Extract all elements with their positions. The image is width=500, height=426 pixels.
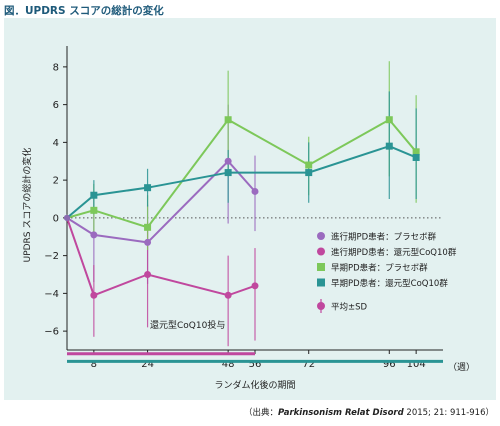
x-tick-label: 104 — [407, 359, 426, 370]
legend-label: 進行期PD患者：プラセボ群 — [331, 232, 437, 243]
x-tick-label: 8 — [91, 359, 97, 370]
data-point — [385, 142, 393, 150]
x-tick-label: 72 — [302, 359, 315, 370]
source-citation: （出典：Parkinsonism Relat Disord 2015; 21: … — [244, 406, 494, 418]
sd-legend-label: 平均±SD — [331, 302, 368, 313]
data-point — [90, 291, 98, 299]
y-tick-label: −6 — [44, 327, 59, 338]
x-axis-unit: （週） — [448, 362, 475, 373]
y-tick-label: 2 — [53, 176, 59, 187]
x-tick-label: 48 — [222, 359, 235, 370]
data-point — [224, 116, 232, 124]
sd-legend-marker — [317, 302, 325, 310]
data-point — [305, 161, 313, 169]
y-tick-label: 4 — [53, 138, 59, 149]
legend-marker — [317, 263, 325, 271]
data-point — [144, 184, 152, 192]
source-rest: 2015; 21: 911-916） — [403, 408, 494, 418]
x-axis-title: ランダム化後の期間 — [214, 379, 295, 391]
dosing-label: 還元型CoQ10投与 — [150, 319, 225, 331]
data-point — [224, 169, 232, 177]
source-prefix: （出典： — [244, 408, 279, 418]
x-tick-label: 24 — [141, 359, 154, 370]
data-point — [305, 169, 313, 177]
figure-title: 図．UPDRS スコアの総計の変化 — [4, 5, 164, 17]
data-point — [412, 153, 420, 161]
legend-marker — [317, 278, 325, 287]
data-point — [90, 231, 98, 239]
chart-panel — [4, 18, 496, 400]
legend-label: 進行期PD患者：還元型CoQ10群 — [331, 247, 457, 258]
legend-label: 早期PD患者：還元型CoQ10群 — [331, 278, 448, 289]
data-point — [144, 271, 152, 278]
baseline-point — [64, 214, 70, 221]
data-point — [412, 148, 420, 156]
data-point — [90, 191, 98, 199]
data-point — [90, 206, 98, 214]
data-point — [144, 223, 152, 231]
data-point — [224, 291, 232, 299]
legend-marker — [317, 247, 325, 256]
source-journal: Parkinsonism Relat Disord — [278, 408, 404, 418]
y-tick-label: −4 — [44, 289, 59, 300]
data-point — [224, 157, 232, 165]
y-tick-label: −2 — [44, 251, 59, 262]
y-tick-label: 8 — [53, 62, 59, 73]
data-point — [251, 187, 259, 195]
data-point — [144, 238, 152, 246]
series-line — [66, 145, 417, 219]
legend-marker — [317, 232, 325, 240]
legend-label: 早期PD患者：プラセボ群 — [331, 263, 428, 274]
x-tick-label: 96 — [383, 359, 396, 370]
y-tick-label: 0 — [53, 213, 59, 224]
y-tick-label: 6 — [53, 100, 59, 111]
y-axis-title: UPDRS スコアの総計の変化 — [21, 148, 33, 263]
x-tick-label: 56 — [249, 359, 262, 370]
data-point — [385, 116, 393, 124]
data-point — [251, 282, 259, 290]
